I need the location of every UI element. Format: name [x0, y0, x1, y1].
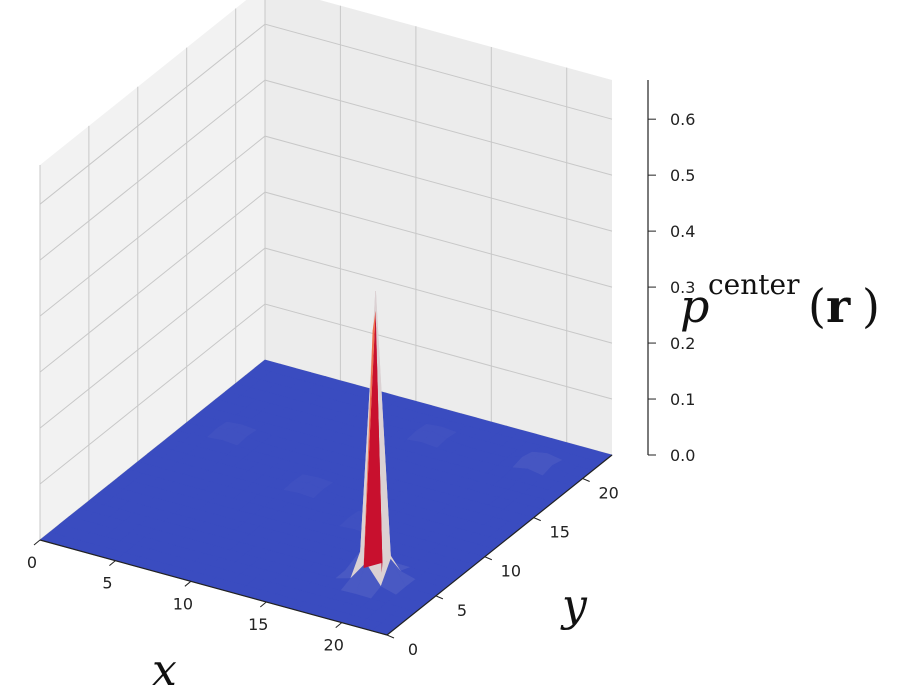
z-label-base: p	[680, 279, 709, 333]
z-label-argument: r	[826, 279, 851, 333]
x-tick-mark	[184, 580, 192, 587]
z-tick-label: 0.0	[670, 446, 695, 465]
z-tick-label: 0.6	[670, 110, 695, 129]
x-axis-line	[39, 539, 388, 636]
x-tick-mark	[259, 601, 267, 608]
x-tick-label: 20	[324, 636, 344, 655]
x-tick-label: 10	[173, 594, 193, 613]
y-axis-label: y	[560, 580, 588, 631]
y-tick-label: 5	[457, 601, 467, 620]
y-tick-mark	[582, 478, 590, 482]
y-tick-label: 0	[408, 640, 418, 659]
x-tick-mark	[109, 560, 116, 567]
peak-face-left	[363, 310, 383, 568]
y-tick-mark	[533, 517, 541, 522]
y-tick-label: 10	[501, 562, 521, 581]
y-tick-mark	[386, 634, 395, 639]
back-pane	[265, 0, 612, 455]
y-tick-mark	[435, 595, 444, 600]
y-axis-line	[386, 454, 613, 636]
z-axis-label: p center ( r )	[680, 268, 880, 333]
x-tick-mark	[335, 622, 343, 628]
x-tick-label: 15	[248, 615, 268, 634]
x-tick-label: 5	[102, 574, 112, 593]
surface-mesh	[39, 291, 613, 636]
z-tick-label: 0.4	[670, 222, 695, 241]
z-tick-label: 0.2	[670, 334, 695, 353]
x-tick-mark	[33, 539, 41, 546]
x-tick-label: 0	[27, 553, 37, 572]
y-tick-label: 15	[550, 523, 570, 542]
z-label-superscript: center	[708, 268, 800, 301]
y-tick-label: 20	[598, 483, 618, 502]
z-label-open-paren: (	[808, 279, 826, 333]
z-tick-label: 0.5	[670, 166, 695, 185]
tick-labels: 0 5 10 15 20 0 5 10 15 20 0.0 0.1 0.2 0.3 0.4 0.5 0.6	[27, 110, 696, 659]
y-tick-mark	[484, 556, 493, 561]
z-tick-label: 0.3	[670, 278, 695, 297]
z-label-close-paren: )	[862, 279, 880, 333]
axis-lines	[39, 80, 649, 636]
z-tick-label: 0.1	[670, 390, 695, 409]
x-axis-label: x	[152, 645, 177, 693]
peak-face-highlight	[363, 310, 376, 568]
